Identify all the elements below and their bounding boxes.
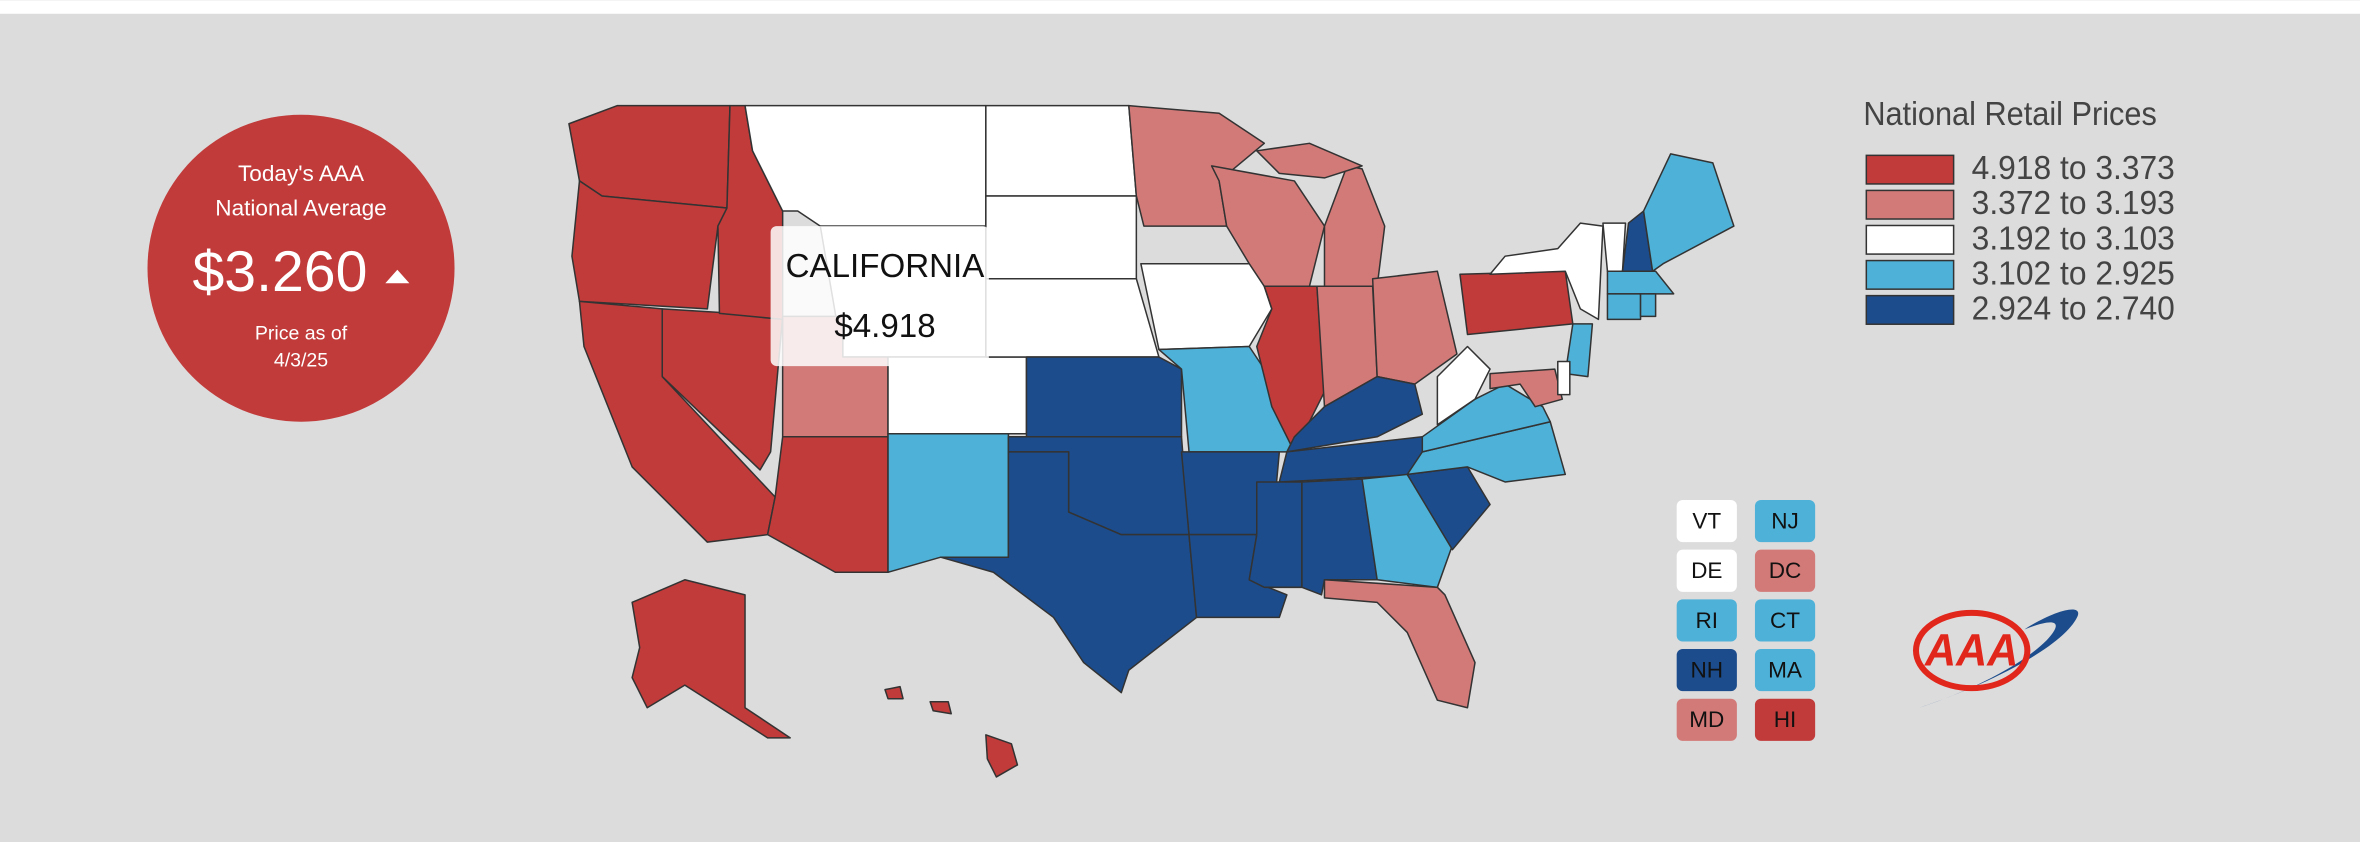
badge-circle [147,114,455,422]
state[interactable] [985,195,1138,280]
top-bar [0,0,2360,14]
legend-label: 4.918 to 3.373 [1972,150,2175,187]
state[interactable] [887,356,1028,435]
small-state-box[interactable] [1754,500,1816,543]
legend-swatch [1865,154,1955,185]
small-state-box[interactable] [1676,599,1737,642]
state[interactable] [631,579,791,739]
state[interactable] [985,278,1160,358]
state[interactable] [744,104,987,227]
logo-swoosh [1919,609,2079,708]
state[interactable] [1489,368,1564,408]
aaa-logo: AAA [1912,609,2079,708]
small-state-label: MD [1689,707,1724,732]
badge-line: Today's AAA [238,161,364,186]
small-state-box[interactable] [1676,500,1737,543]
state[interactable] [1323,579,1476,709]
state[interactable] [1639,293,1657,318]
state[interactable] [939,451,1198,694]
small-state-box[interactable] [1754,549,1816,592]
small-state-label: MA [1768,658,1802,683]
logo-ring [1912,609,2031,692]
state[interactable] [1361,473,1454,589]
state[interactable] [985,104,1138,197]
small-state-label: DE [1691,558,1722,583]
state[interactable] [1371,270,1458,385]
small-states: VT NJ DE DC RI CT NH MA MD HI [1676,500,1816,741]
state[interactable] [1286,375,1424,453]
small-state-box[interactable] [1754,649,1816,692]
legend-swatch [1865,294,1955,325]
legend-label: 3.102 to 2.925 [1972,255,2175,292]
legend-title: National Retail Prices [1863,96,2156,133]
tooltip-price: $4.918 [834,308,935,345]
state[interactable] [1557,360,1571,396]
small-state-label: HI [1774,707,1797,732]
small-state-label: DC [1769,558,1802,583]
small-state-box[interactable] [1676,649,1737,692]
badge-line: National Average [215,196,386,221]
small-state-box[interactable] [1754,698,1816,741]
state[interactable] [1025,356,1183,438]
legend-swatch [1865,189,1955,220]
trend-arrow [385,269,410,284]
legend-label: 3.192 to 3.103 [1972,220,2175,257]
small-state-box[interactable] [1676,549,1737,592]
legend-label: 3.372 to 3.193 [1972,185,2175,222]
legend-label: 2.924 to 2.740 [1972,290,2175,327]
tooltip-state: CALIFORNIA [786,248,986,285]
badge-date: Price as of [255,323,348,345]
state[interactable] [884,685,904,700]
national-average-badge: Today's AAA National Average $3.260 Pric… [147,114,455,422]
state-tooltip: CALIFORNIA $4.918 [770,226,989,367]
small-state-label: CT [1770,608,1800,633]
state[interactable] [1564,323,1594,378]
state[interactable] [1606,270,1675,295]
badge-date: 4/3/25 [274,350,328,372]
small-state-label: VT [1692,509,1721,534]
small-state-box[interactable] [1676,698,1737,741]
tooltip-box [770,226,989,367]
small-state-box[interactable] [1754,599,1816,642]
small-state-label: NH [1690,658,1723,683]
state[interactable] [1459,270,1574,336]
state[interactable] [1140,262,1273,351]
state[interactable] [1606,293,1642,321]
legend-swatch [1865,259,1955,290]
state[interactable] [1256,142,1363,179]
state[interactable] [929,700,952,715]
state[interactable] [985,734,1019,778]
state[interactable] [571,180,728,310]
logo-text: AAA [1924,624,2018,675]
state[interactable] [1602,222,1627,272]
legend-swatch [1865,224,1955,255]
small-state-label: RI [1696,608,1719,633]
legend: National Retail Prices 4.918 to 3.3733.3… [1863,96,2175,327]
state[interactable] [887,433,1010,574]
state[interactable] [1248,481,1303,589]
state[interactable] [1436,345,1491,426]
us-map [568,104,1735,778]
badge-price: $3.260 [192,240,367,304]
small-state-label: NJ [1771,509,1799,534]
